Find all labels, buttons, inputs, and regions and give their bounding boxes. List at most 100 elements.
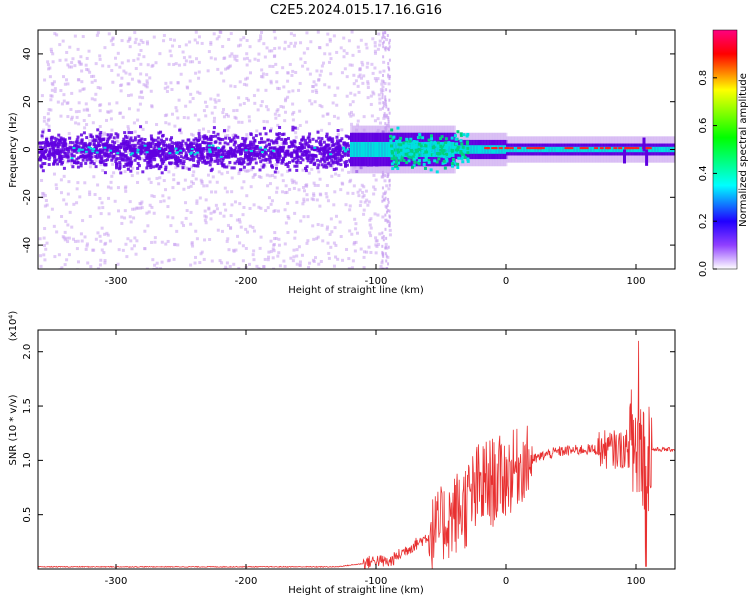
heatmap-cell <box>254 134 258 138</box>
heatmap-cell <box>329 57 333 61</box>
heatmap-cell <box>262 126 266 130</box>
heatmap-cell <box>153 158 157 162</box>
heatmap-cell <box>282 85 286 89</box>
heatmap-cell <box>335 139 339 143</box>
heatmap-cell <box>252 229 256 233</box>
heatmap-cell <box>268 160 272 164</box>
heatmap-cell <box>268 182 272 186</box>
heatmap-cell <box>259 175 263 179</box>
heatmap-cell <box>177 181 181 185</box>
heatmap-cell <box>40 94 44 98</box>
heatmap-cell <box>451 157 455 161</box>
heatmap-cell <box>126 237 130 241</box>
heatmap-cell <box>342 55 346 59</box>
heatmap-cell <box>255 129 259 133</box>
heatmap-cell <box>318 73 322 77</box>
heatmap-cell <box>98 149 102 153</box>
heatmap-cell <box>244 153 248 157</box>
heatmap-cell <box>266 258 270 262</box>
heatmap-cell <box>160 171 164 175</box>
heatmap-cell <box>40 178 44 182</box>
heatmap-cell <box>260 153 264 157</box>
heatmap-cell <box>378 121 382 125</box>
heatmap-cell <box>369 102 373 106</box>
heatmap-cell <box>164 143 168 147</box>
heatmap-cell <box>307 145 311 149</box>
heatmap-cell <box>90 74 94 78</box>
heatmap-cell <box>188 40 192 44</box>
heatmap-cell <box>225 261 229 265</box>
heatmap-cell <box>96 231 100 235</box>
heatmap-cell <box>306 239 310 243</box>
heatmap-cell <box>124 149 128 153</box>
heatmap-cell <box>207 50 211 54</box>
heatmap-cell <box>43 204 47 208</box>
heatmap-cell <box>507 146 511 153</box>
heatmap-cell <box>139 62 143 66</box>
heatmap-cell <box>76 260 80 264</box>
heatmap-cell <box>41 169 45 173</box>
heatmap-cell <box>148 164 152 168</box>
heatmap-cell <box>176 116 180 120</box>
heatmap-cell <box>113 141 117 145</box>
heatmap-cell <box>329 151 333 155</box>
heatmap-cell <box>156 153 160 157</box>
heatmap-cell <box>114 148 118 152</box>
heatmap-cell <box>328 39 332 43</box>
colorbar-tick-label: 0.8 <box>698 70 709 86</box>
heatmap-cell <box>84 161 88 165</box>
heatmap-cell <box>327 164 331 168</box>
heatmap-cell <box>247 115 251 119</box>
heatmap-cell <box>217 151 221 155</box>
heatmap-cell <box>154 61 158 65</box>
heatmap-cell <box>332 143 336 147</box>
heatmap-cell <box>342 49 346 53</box>
heatmap-cell <box>52 172 56 176</box>
heatmap-cell <box>124 189 128 193</box>
heatmap-cell <box>623 149 626 164</box>
heatmap-cell <box>417 153 421 157</box>
heatmap-cell <box>306 47 310 51</box>
heatmap-cell <box>378 101 382 105</box>
heatmap-cell <box>274 156 278 160</box>
snr-series-line <box>38 340 675 569</box>
heatmap-cell <box>147 177 151 181</box>
heatmap-cell <box>388 98 391 102</box>
heatmap-cell <box>176 148 180 152</box>
heatmap-cell <box>252 258 256 262</box>
heatmap-cell <box>645 149 649 166</box>
heatmap-cell <box>521 146 525 153</box>
heatmap-cell <box>208 163 212 167</box>
heatmap-cell <box>268 64 272 68</box>
heatmap-cell <box>251 175 255 179</box>
heatmap-cell <box>382 55 385 59</box>
heatmap-cell <box>498 145 502 154</box>
heatmap-cell <box>58 143 62 147</box>
heatmap-cell <box>111 43 115 47</box>
heatmap-cell <box>230 154 234 158</box>
heatmap-cell <box>159 148 163 152</box>
heatmap-cell <box>245 83 249 87</box>
heatmap-cell <box>291 259 295 263</box>
heatmap-cell <box>388 178 391 182</box>
heatmap-cell <box>128 161 132 165</box>
heatmap-cell <box>248 206 252 210</box>
heatmap-cell <box>381 195 384 199</box>
heatmap-cell <box>209 42 213 46</box>
heatmap-cell <box>382 235 385 239</box>
heatmap-cell <box>382 254 385 258</box>
heatmap-cell <box>380 90 384 94</box>
heatmap-cell <box>112 145 116 149</box>
heatmap-cell <box>273 170 277 174</box>
heatmap-cell <box>406 148 410 152</box>
heatmap-cell <box>305 120 309 124</box>
heatmap-cell <box>276 160 280 164</box>
heatmap-cell <box>192 163 196 167</box>
heatmap-cell <box>40 165 44 169</box>
heatmap-cell <box>640 146 644 153</box>
heatmap-cell <box>226 152 230 156</box>
heatmap-cell <box>451 152 455 156</box>
heatmap-cell <box>181 149 185 153</box>
heatmap-cell <box>46 153 50 157</box>
heatmap-cell <box>196 151 200 154</box>
